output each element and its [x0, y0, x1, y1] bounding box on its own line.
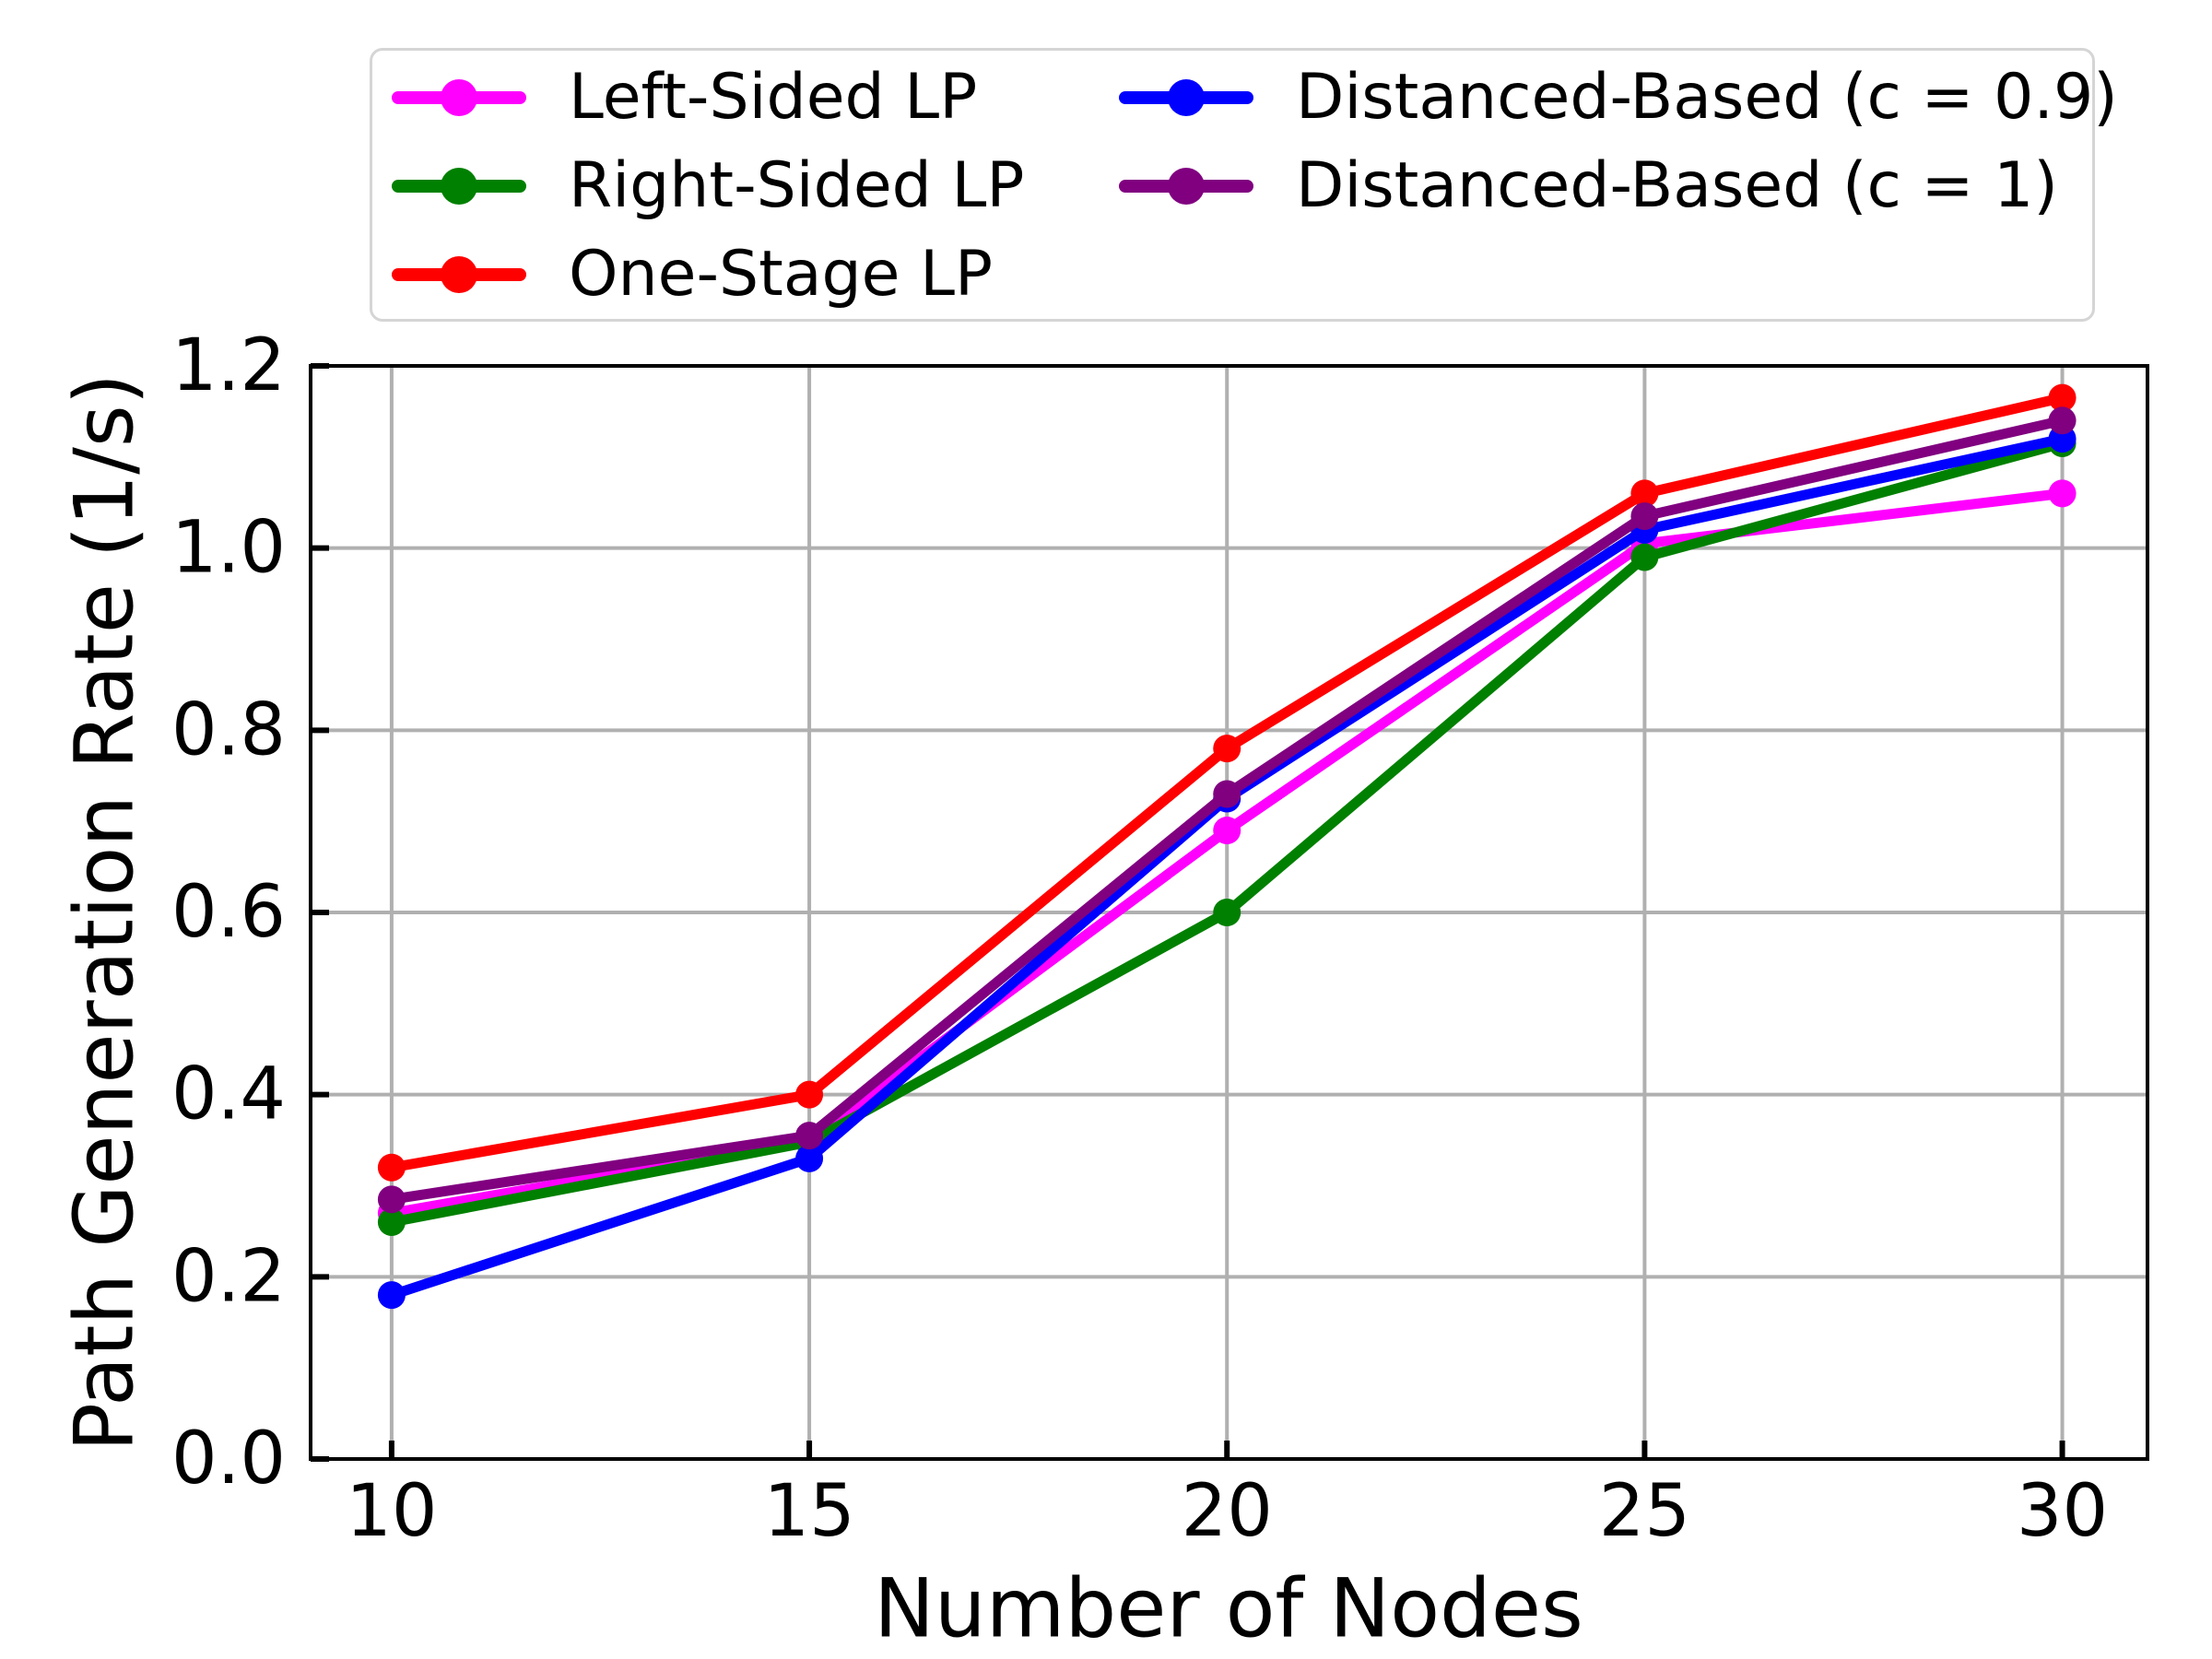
y-tick-label: 0.0	[171, 1418, 286, 1500]
legend-label: Distanced-Based (c = 1)	[1296, 149, 2058, 222]
y-tick-label: 0.4	[171, 1053, 286, 1136]
axis-ticks	[311, 363, 2065, 1462]
series-marker-one-stage-lp	[1630, 479, 1659, 508]
tick-labels: 10 15 20 25 30 0.0 0.2 0.4 0.6 0.8 1.0 1.2	[171, 324, 2108, 1553]
series-marker-one-stage-lp	[377, 1153, 406, 1182]
series-marker-distanced-based-c-1	[795, 1122, 824, 1150]
legend-line-sample-one-stage-lp	[392, 256, 526, 293]
legend-label: Distanced-Based (c = 0.9)	[1296, 61, 2118, 134]
legend-line-sample-right-sided-lp	[392, 168, 526, 205]
series-marker-one-stage-lp	[1213, 735, 1241, 763]
legend-item-distanced-based-c-0-9: Distanced-Based (c = 0.9)	[1119, 66, 2118, 129]
y-tick-label: 1.2	[171, 324, 286, 407]
legend-marker-dot-distanced-based-c-0-9	[1168, 79, 1205, 116]
y-tick-label: 1.0	[171, 507, 286, 590]
series-marker-left-sided-lp	[2048, 479, 2077, 508]
legend-marker-dot-left-sided-lp	[441, 79, 477, 116]
legend-item-one-stage-lp: One-Stage LP	[392, 243, 993, 306]
legend-label: Right-Sided LP	[569, 149, 1025, 222]
y-tick-label: 0.8	[171, 688, 286, 771]
legend-item-left-sided-lp: Left-Sided LP	[392, 66, 977, 129]
series-marker-one-stage-lp	[795, 1080, 824, 1109]
legend-label: One-Stage LP	[569, 238, 993, 311]
series-marker-one-stage-lp	[2048, 383, 2077, 412]
x-tick-label: 20	[1182, 1470, 1273, 1553]
x-tick-label: 10	[346, 1470, 437, 1553]
x-tick-label: 25	[1599, 1470, 1690, 1553]
y-tick-label: 0.6	[171, 871, 286, 954]
series-marker-distanced-based-c-1	[1213, 780, 1241, 808]
legend-marker-dot-right-sided-lp	[441, 168, 477, 205]
data-series	[377, 383, 2077, 1310]
legend-marker-dot-one-stage-lp	[441, 256, 477, 293]
y-tick-label: 0.2	[171, 1235, 286, 1318]
legend-label: Left-Sided LP	[569, 61, 978, 134]
y-axis-label: Path Generation Rate (1/s)	[57, 373, 152, 1452]
legend-line-sample-distanced-based-c-0-9	[1119, 79, 1253, 116]
legend-marker-dot-distanced-based-c-1	[1168, 168, 1205, 205]
series-marker-right-sided-lp	[1630, 543, 1659, 571]
series-marker-distanced-based-c-0-9	[377, 1281, 406, 1310]
series-marker-right-sided-lp	[377, 1208, 406, 1237]
legend: Left-Sided LP Right-Sided LP One-Stage LP D…	[370, 48, 2118, 322]
series-marker-distanced-based-c-1	[2048, 406, 2077, 435]
x-tick-label: 30	[2017, 1470, 2108, 1553]
legend-item-distanced-based-c-1: Distanced-Based (c = 1)	[1119, 155, 2058, 218]
series-marker-distanced-based-c-0-9	[795, 1144, 824, 1172]
x-axis-label: Number of Nodes	[874, 1561, 1583, 1656]
series-marker-right-sided-lp	[1213, 899, 1241, 926]
series-marker-distanced-based-c-1	[377, 1185, 406, 1214]
legend-item-right-sided-lp: Right-Sided LP	[392, 155, 1024, 218]
series-marker-distanced-based-c-1	[1630, 502, 1659, 531]
legend-line-sample-left-sided-lp	[392, 79, 526, 116]
x-tick-label: 15	[763, 1470, 854, 1553]
series-marker-left-sided-lp	[1213, 817, 1241, 845]
legend-line-sample-distanced-based-c-1	[1119, 168, 1253, 205]
